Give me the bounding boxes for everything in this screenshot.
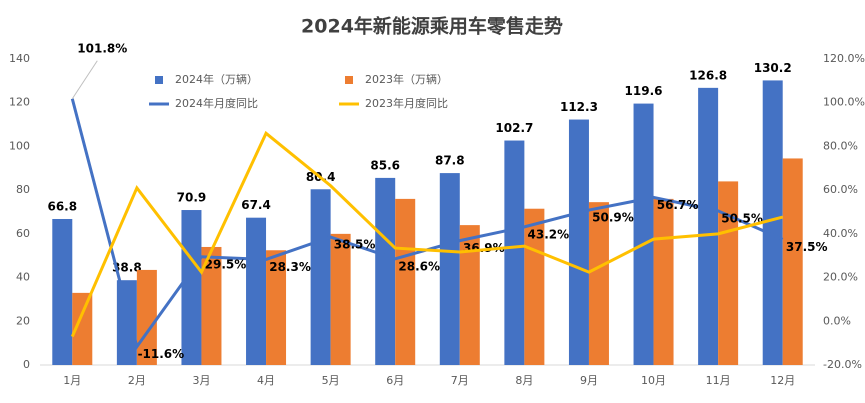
bar xyxy=(633,103,654,366)
bar xyxy=(266,250,287,365)
data-label: 130.2 xyxy=(754,61,792,75)
bar xyxy=(395,198,416,365)
y-tick-label: 20 xyxy=(16,314,30,327)
data-label: 112.3 xyxy=(560,100,598,114)
legend-swatch xyxy=(155,76,163,84)
data-label: 85.6 xyxy=(370,158,400,172)
y2-tick-label: 100.0% xyxy=(823,96,865,109)
y-tick-label: 140 xyxy=(9,52,30,65)
y2-tick-label: 80.0% xyxy=(823,139,858,152)
data-label: 87.8 xyxy=(435,154,465,168)
y-tick-label: 100 xyxy=(9,139,30,152)
x-tick-label: 4月 xyxy=(257,374,275,387)
bar xyxy=(439,173,460,365)
bar xyxy=(459,225,480,365)
data-label: 28.3% xyxy=(269,260,311,274)
bar xyxy=(568,119,589,366)
data-label: 29.5% xyxy=(205,257,247,271)
data-label: 101.8% xyxy=(77,41,127,55)
line xyxy=(70,98,784,351)
x-tick-label: 7月 xyxy=(451,374,469,387)
legend-label: 2024年（万辆） xyxy=(175,72,258,86)
y2-tick-label: -20.0% xyxy=(823,358,862,371)
x-tick-label: 11月 xyxy=(706,374,731,387)
bar xyxy=(52,218,73,365)
bar xyxy=(653,198,674,365)
data-label: 67.4 xyxy=(241,198,271,212)
y-tick-label: 0 xyxy=(23,358,30,371)
legend-swatch xyxy=(345,76,353,84)
data-label: 50.9% xyxy=(592,211,634,225)
leader-line xyxy=(71,60,98,100)
data-label: 56.7% xyxy=(657,198,699,212)
data-label: 102.7 xyxy=(495,121,533,135)
y2-tick-label: 20.0% xyxy=(823,271,858,284)
y2-tick-label: 40.0% xyxy=(823,227,858,240)
data-label: 66.8 xyxy=(47,199,77,213)
bar xyxy=(762,80,783,366)
y2-tick-label: 120.0% xyxy=(823,52,865,65)
data-label: 119.6 xyxy=(625,84,663,98)
y-tick-label: 80 xyxy=(16,183,30,196)
data-label: 126.8 xyxy=(689,68,727,82)
bar xyxy=(718,181,739,365)
x-tick-label: 6月 xyxy=(386,374,404,387)
bar xyxy=(330,233,351,365)
x-tick-label: 5月 xyxy=(322,374,340,387)
data-label: 38.8 xyxy=(112,261,142,275)
legend-label: 2024年月度同比 xyxy=(175,96,258,110)
legend-label: 2023年月度同比 xyxy=(365,96,448,110)
data-label: 37.5% xyxy=(786,240,828,254)
x-tick-label: 12月 xyxy=(770,374,795,387)
chart-title: 2024年新能源乘用车零售走势 xyxy=(301,15,563,38)
x-tick-label: 10月 xyxy=(641,374,666,387)
bar xyxy=(588,202,609,365)
data-label: 43.2% xyxy=(528,227,570,241)
bar xyxy=(116,280,137,365)
y-tick-label: 40 xyxy=(16,271,30,284)
x-tick-label: 8月 xyxy=(515,374,533,387)
data-label: 50.5% xyxy=(721,211,763,225)
data-label: 70.9 xyxy=(177,191,207,205)
bar xyxy=(375,177,396,365)
bar xyxy=(310,189,331,365)
y2-tick-label: 0.0% xyxy=(823,314,851,327)
x-tick-label: 9月 xyxy=(580,374,598,387)
x-tick-label: 2月 xyxy=(128,374,146,387)
y2-tick-label: 60.0% xyxy=(823,183,858,196)
legend-label: 2023年（万辆） xyxy=(365,72,448,86)
bar xyxy=(246,217,267,365)
bar xyxy=(201,246,222,365)
bar xyxy=(698,87,719,365)
data-label: 38.5% xyxy=(334,238,376,252)
data-label: -11.6% xyxy=(138,347,185,361)
bar xyxy=(72,292,93,365)
x-tick-label: 1月 xyxy=(63,374,81,387)
y-tick-label: 60 xyxy=(16,227,30,240)
x-tick-label: 3月 xyxy=(192,374,210,387)
bar xyxy=(504,140,525,365)
data-label: 28.6% xyxy=(398,259,440,273)
bar xyxy=(782,158,803,365)
line xyxy=(70,130,784,338)
bar xyxy=(181,210,202,365)
y-tick-label: 120 xyxy=(9,96,30,109)
